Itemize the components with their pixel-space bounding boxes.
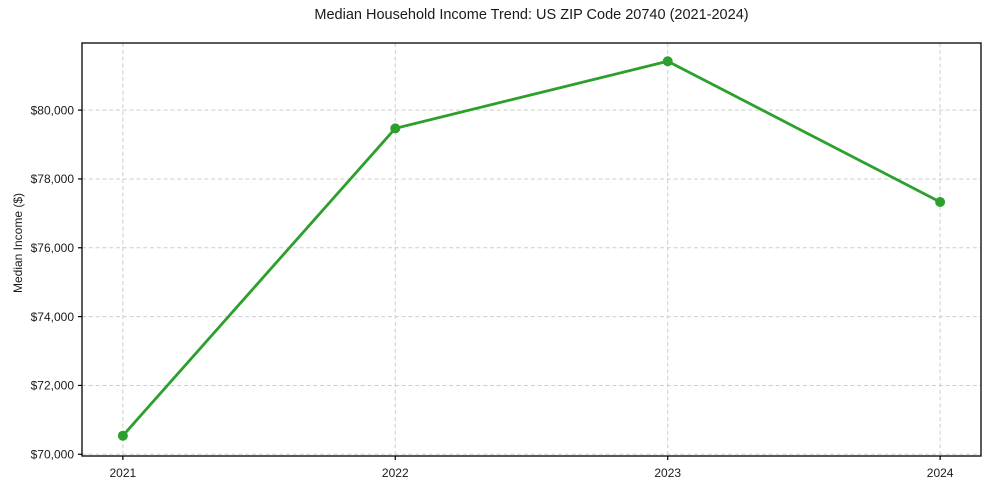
- chart-title: Median Household Income Trend: US ZIP Co…: [314, 7, 749, 23]
- series-line: [121, 59, 942, 438]
- x-tick-label: 2021: [110, 466, 137, 480]
- data-point-marker: [117, 430, 128, 441]
- axes-spines: [81, 42, 982, 457]
- x-tick-label: 2023: [654, 466, 681, 480]
- y-tick-label: $72,000: [31, 379, 75, 393]
- y-tick-label: $80,000: [31, 103, 75, 117]
- y-tick-labels: $70,000 $72,000 $74,000 $76,000 $78,000 $80,0…: [31, 103, 75, 461]
- data-point-marker: [390, 123, 401, 134]
- data-point-marker: [935, 197, 946, 208]
- x-tick-label: 2022: [382, 466, 409, 480]
- y-tick-label: $78,000: [31, 172, 75, 186]
- x-tick-label: 2024: [927, 466, 954, 480]
- tick-marks: [78, 109, 941, 460]
- x-tick-labels: 2021 2022 2023 2024: [110, 466, 954, 480]
- axes-border: [81, 42, 982, 457]
- y-tick-label: $74,000: [31, 310, 75, 324]
- gridlines: [82, 43, 981, 456]
- y-tick-label: $76,000: [31, 241, 75, 255]
- data-point-marker: [662, 56, 673, 67]
- income-line-series: [117, 56, 946, 441]
- y-tick-label: $70,000: [31, 447, 75, 461]
